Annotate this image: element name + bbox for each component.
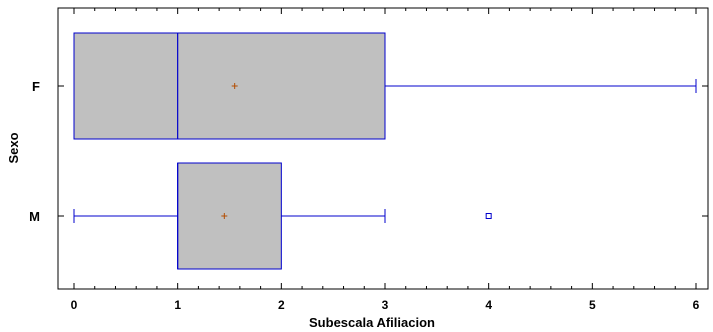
x-axis-ticks [58, 8, 708, 289]
box-body [73, 32, 386, 140]
box-series [73, 32, 697, 270]
x-tick-label: 1 [174, 298, 181, 312]
box-body [177, 162, 282, 270]
x-tick-label: 3 [382, 298, 389, 312]
x-tick-labels: 0 1 2 3 4 5 6 [71, 298, 700, 312]
y-category-label: M [29, 209, 40, 224]
box-f [73, 32, 697, 140]
y-axis-title: Sexo [6, 132, 21, 163]
box-m [73, 162, 492, 270]
x-tick-label: 2 [278, 298, 285, 312]
x-tick-label: 4 [485, 298, 492, 312]
y-category-labels: FM [29, 79, 40, 224]
x-axis-title: Subescala Afiliacion [309, 315, 435, 330]
y-category-label: F [32, 79, 40, 94]
plot-frame [57, 7, 709, 290]
outlier-point [485, 213, 492, 219]
x-tick-label: 5 [589, 298, 596, 312]
x-tick-label: 6 [693, 298, 700, 312]
x-tick-label: 0 [71, 298, 78, 312]
